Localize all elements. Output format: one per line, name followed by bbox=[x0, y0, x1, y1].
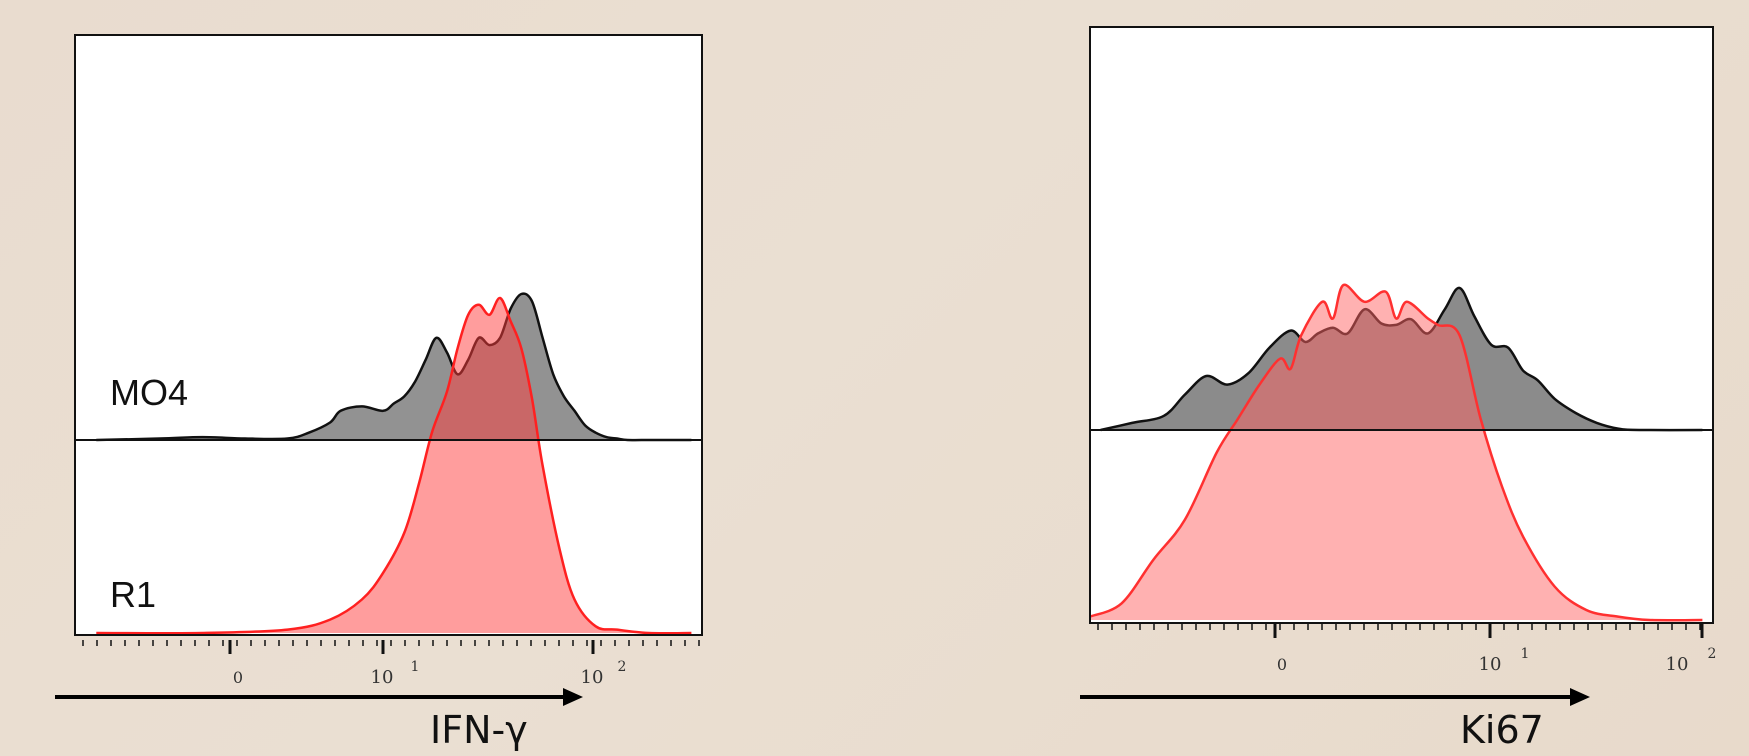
x-tick-label: 10 bbox=[371, 667, 394, 688]
x-tick-label: 1 bbox=[1521, 646, 1530, 662]
x-tick-label: 1 bbox=[411, 659, 420, 675]
x-tick-label: 0 bbox=[233, 668, 243, 687]
histogram-outline-2 bbox=[1089, 283, 1703, 622]
x-tick-label: 10 bbox=[1479, 654, 1502, 675]
histogram-area-1 bbox=[96, 293, 692, 441]
histogram-area-2 bbox=[1090, 284, 1703, 621]
sample-label-mo4: MO4 bbox=[110, 372, 189, 413]
sample-label-r1: R1 bbox=[110, 574, 157, 615]
histogram-area-2 bbox=[96, 297, 692, 634]
histogram-outline-2 bbox=[96, 296, 692, 635]
plot-frame bbox=[1089, 26, 1714, 624]
plot-frame bbox=[74, 34, 703, 636]
x-tick-label: 10 bbox=[1666, 654, 1689, 675]
plot-background bbox=[75, 35, 702, 635]
x-tick-label: 2 bbox=[618, 659, 627, 675]
x-tick-label: 10 bbox=[581, 667, 604, 688]
x-tick-label: 0 bbox=[1277, 655, 1287, 674]
x-axis-arrow-head bbox=[563, 688, 583, 706]
x-axis-label-ifng: IFN-γ bbox=[430, 708, 528, 752]
x-tick-label: 2 bbox=[1708, 646, 1717, 662]
x-axis-label-ki67: Ki67 bbox=[1460, 708, 1544, 752]
x-axis-arrow-head bbox=[1570, 688, 1590, 706]
